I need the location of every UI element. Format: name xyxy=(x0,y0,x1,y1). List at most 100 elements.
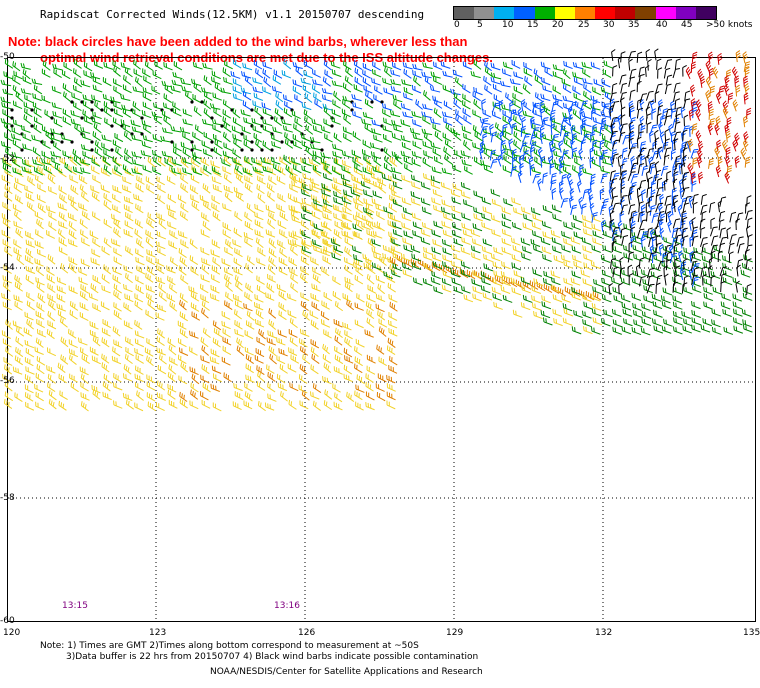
wind-barb xyxy=(12,366,23,375)
wind-barb xyxy=(189,400,199,410)
wind-barb xyxy=(277,192,286,203)
wind-barb xyxy=(112,266,122,276)
wind-barb xyxy=(287,309,297,319)
wind-barb xyxy=(612,245,623,254)
wind-barb xyxy=(463,294,474,303)
wind-barb xyxy=(235,191,245,202)
wind-barb xyxy=(590,61,601,70)
wind-barb xyxy=(267,371,276,382)
wind-barb xyxy=(112,274,121,284)
wind-barb xyxy=(125,211,134,222)
wind-barb xyxy=(432,123,442,133)
wind-barb xyxy=(221,158,231,167)
wind-barb xyxy=(135,275,144,285)
wind-barb xyxy=(522,150,529,161)
wind-barb xyxy=(665,108,673,119)
wind-barb xyxy=(46,274,56,284)
lon-label: 126 xyxy=(298,628,316,638)
wind-barb xyxy=(742,292,753,301)
wind-barb xyxy=(422,115,431,125)
wind-barb xyxy=(80,382,89,392)
wind-barb xyxy=(503,198,513,207)
wind-barb xyxy=(134,228,143,239)
wind-barb xyxy=(291,205,301,214)
wind-barb xyxy=(157,194,166,205)
wind-barb xyxy=(599,154,604,167)
wind-barb xyxy=(202,220,211,231)
wind-barb xyxy=(570,138,575,151)
wind-barb xyxy=(146,218,155,229)
quality-flag-circle xyxy=(330,124,334,128)
wind-barb xyxy=(73,101,82,111)
wind-barb xyxy=(57,310,67,320)
wind-barb xyxy=(362,111,373,120)
wind-barb xyxy=(256,336,266,346)
wind-barb xyxy=(24,184,34,194)
wind-barb xyxy=(377,264,386,275)
wind-barb xyxy=(58,185,67,195)
wind-barb xyxy=(392,229,403,238)
colorbar-swatch xyxy=(635,7,656,19)
wind-barb xyxy=(310,346,319,357)
wind-barb xyxy=(242,167,253,176)
wind-barb xyxy=(323,400,333,411)
wind-barb xyxy=(293,123,302,134)
wind-barb xyxy=(92,389,101,400)
wind-barb xyxy=(157,364,167,375)
wind-barb xyxy=(16,254,25,266)
wind-barb xyxy=(362,77,372,87)
wind-barb xyxy=(592,86,602,96)
wind-barb xyxy=(401,262,412,271)
wind-barb xyxy=(211,176,222,185)
wind-barb xyxy=(211,365,222,374)
wind-barb xyxy=(341,165,351,174)
wind-barb xyxy=(665,74,673,86)
wind-barb xyxy=(629,137,634,150)
wind-barb xyxy=(375,293,386,303)
wind-barb xyxy=(639,219,648,230)
wind-barb xyxy=(550,172,557,184)
wind-barb xyxy=(561,78,571,87)
wind-barb xyxy=(52,63,63,71)
wind-barb xyxy=(133,59,141,70)
wind-barb xyxy=(57,202,68,211)
wind-barb xyxy=(323,291,333,302)
wind-barb xyxy=(581,61,592,69)
wind-barb xyxy=(142,68,151,78)
wind-barb xyxy=(299,328,310,337)
wind-barb xyxy=(539,131,545,145)
wind-barb xyxy=(512,245,523,254)
wind-barb xyxy=(630,173,639,184)
wind-barb xyxy=(363,85,373,94)
wind-barb xyxy=(391,214,401,223)
wind-barb xyxy=(124,245,134,256)
wind-barb xyxy=(233,309,242,320)
wind-barb xyxy=(301,198,312,207)
wind-barb xyxy=(68,354,77,365)
wind-barb xyxy=(113,309,122,320)
wind-barb xyxy=(113,85,122,96)
quality-flag-circle xyxy=(190,148,194,152)
wind-barb xyxy=(654,161,660,174)
wind-barb xyxy=(618,131,626,143)
wind-barb xyxy=(530,146,535,159)
wind-barb xyxy=(222,109,232,119)
wind-barb xyxy=(222,166,232,175)
wind-barb xyxy=(145,355,154,367)
wind-barb xyxy=(710,275,716,287)
wind-barb xyxy=(72,68,82,78)
wind-barb xyxy=(690,61,696,73)
wind-barb xyxy=(373,252,383,261)
wind-barb xyxy=(279,247,288,258)
wind-barb xyxy=(483,263,494,272)
wind-barb xyxy=(568,114,574,127)
wind-barb xyxy=(244,237,253,248)
wind-barb xyxy=(582,319,592,328)
wind-barb xyxy=(450,88,461,96)
wind-barb xyxy=(201,307,209,319)
wind-barb xyxy=(712,286,723,295)
wind-barb xyxy=(685,66,692,80)
wind-barb xyxy=(59,390,68,400)
wind-barb xyxy=(2,218,11,229)
wind-barb xyxy=(281,70,292,79)
